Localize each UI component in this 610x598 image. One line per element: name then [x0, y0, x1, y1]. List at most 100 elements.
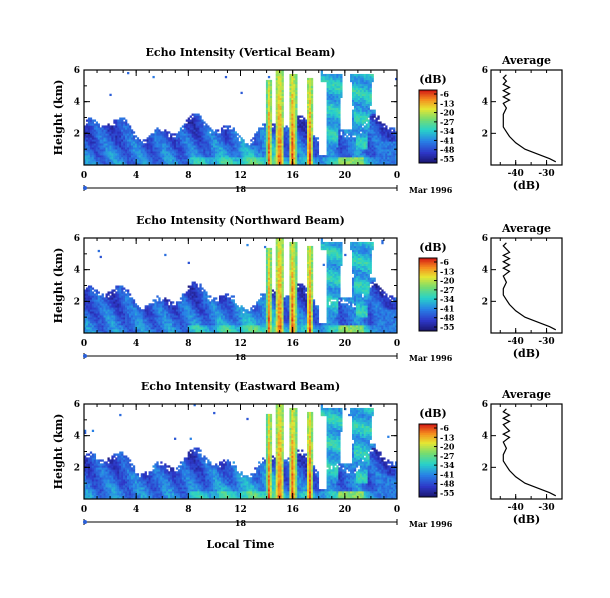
echo-cell: [299, 131, 302, 134]
echo-cell: [230, 141, 233, 144]
echo-cell: [128, 157, 132, 160]
echo-cell: [289, 159, 292, 162]
echo-cell: [228, 139, 232, 142]
echo-cell: [115, 291, 118, 294]
echo-cell: [140, 309, 143, 312]
echo-cell: [89, 119, 93, 122]
echo-cell: [260, 159, 263, 162]
echo-cell: [289, 153, 292, 156]
echo-cell: [267, 125, 271, 128]
echo-cell: [291, 119, 294, 122]
echo-cell: [230, 155, 233, 158]
echo-cell: [328, 121, 331, 124]
echo-cell: [326, 129, 329, 132]
echo-cell: [170, 163, 173, 166]
echo-cell: [99, 319, 102, 322]
echo-cell: [138, 139, 142, 142]
echo-cell: [144, 327, 147, 330]
echo-cell: [213, 131, 216, 134]
echo-cell: [353, 87, 357, 91]
echo-cell: [138, 147, 142, 150]
echo-cell: [87, 319, 91, 322]
echo-cell: [352, 113, 355, 116]
echo-cell: [336, 143, 339, 146]
echo-cell: [353, 129, 357, 132]
echo-cell: [310, 149, 314, 152]
echo-cell: [89, 305, 93, 308]
echo-cell: [369, 125, 372, 128]
echo-cell: [242, 155, 245, 158]
echo-cell: [299, 155, 302, 158]
echo-cell: [275, 107, 278, 110]
echo-cell: [181, 295, 185, 298]
echo-cell: [330, 85, 333, 89]
echo-cell: [305, 147, 308, 150]
echo-cell: [275, 109, 278, 112]
echo-cell: [393, 135, 396, 138]
echo-cell: [130, 301, 134, 304]
echo-cell: [328, 159, 331, 162]
echo-cell: [352, 79, 355, 83]
echo-cell: [353, 147, 357, 150]
echo-cell: [123, 307, 126, 310]
echo-cell: [355, 81, 359, 85]
echo-cell: [142, 161, 145, 164]
echo-cell: [332, 109, 335, 112]
echo-cell: [121, 129, 124, 132]
echo-cell: [338, 105, 341, 108]
echo-cell: [361, 103, 365, 106]
echo-cell: [256, 143, 259, 146]
echo-cell: [113, 325, 116, 328]
echo-cell: [95, 141, 98, 144]
echo-cell: [262, 131, 265, 134]
echo-cell: [87, 323, 91, 326]
echo-cell: [138, 331, 142, 334]
echo-cell: [353, 127, 357, 130]
echo-cell: [281, 73, 284, 77]
echo-cell: [87, 137, 91, 140]
echo-cell: [168, 157, 171, 160]
echo-cell: [263, 137, 267, 140]
echo-cell: [295, 155, 298, 158]
echo-cell: [185, 119, 188, 122]
echo-cell: [160, 137, 163, 140]
echo-cell: [336, 129, 339, 132]
echo-cell: [187, 127, 190, 130]
echo-cell: [353, 145, 357, 148]
echo-cell: [115, 119, 118, 122]
echo-cell: [293, 77, 296, 81]
echo-cell: [357, 113, 361, 116]
echo-cell: [130, 315, 134, 318]
echo-cell: [336, 157, 339, 160]
echo-cell: [301, 135, 304, 138]
echo-cell: [252, 143, 255, 146]
echo-cell: [115, 287, 118, 290]
echo-cell: [330, 145, 333, 148]
echo-cell: [103, 155, 106, 158]
echo-cell: [381, 127, 384, 130]
echo-cell: [353, 133, 357, 136]
echo-cell: [367, 107, 370, 110]
echo-cell: [265, 147, 269, 150]
echo-cell: [203, 151, 206, 154]
echo-cell: [281, 137, 284, 140]
echo-cell: [295, 101, 298, 104]
echo-cell: [275, 125, 278, 128]
echo-cell: [166, 135, 169, 138]
colorbar-tick-label: -34: [440, 126, 455, 136]
echo-cell: [123, 161, 126, 164]
echo-cell: [115, 123, 118, 126]
echo-cell: [95, 311, 98, 314]
echo-cell: [89, 307, 93, 310]
echo-cell: [134, 303, 138, 306]
echo-cell: [336, 159, 339, 162]
echo-cell: [119, 141, 122, 144]
echo-cell: [291, 151, 294, 154]
echo-cell: [87, 157, 91, 160]
echo-cell: [285, 137, 288, 140]
echo-cell: [138, 329, 142, 332]
echo-cell: [346, 157, 349, 160]
echo-cell: [172, 329, 175, 332]
echo-cell: [381, 145, 384, 148]
echo-cell: [267, 129, 271, 132]
